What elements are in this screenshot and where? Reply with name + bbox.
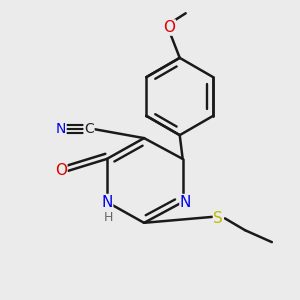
- Text: N: N: [56, 122, 66, 136]
- Text: O: O: [163, 20, 175, 35]
- Text: N: N: [180, 194, 191, 209]
- Text: S: S: [214, 211, 223, 226]
- Text: N: N: [101, 194, 112, 209]
- Text: C: C: [84, 122, 94, 136]
- Text: O: O: [55, 163, 67, 178]
- Text: H: H: [104, 211, 113, 224]
